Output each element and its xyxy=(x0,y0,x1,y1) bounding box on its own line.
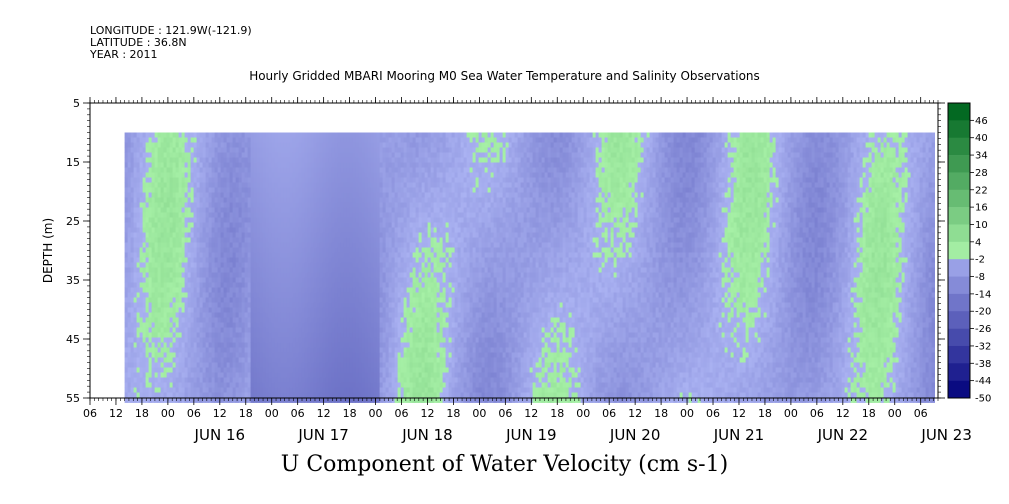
colorbar-label: -38 xyxy=(975,359,991,370)
longitude-label: LONGITUDE : 121.9W(-121.9) xyxy=(90,24,252,37)
x-tick-label: 18 xyxy=(550,407,564,420)
x-tick-label: 18 xyxy=(343,407,357,420)
x-tick-label: 00 xyxy=(576,407,590,420)
x-tick-label: 06 xyxy=(83,407,97,420)
colorbar-swatch xyxy=(948,380,970,399)
latitude-label: LATITUDE : 36.8N xyxy=(90,36,187,49)
colorbar-swatch xyxy=(948,293,970,312)
colorbar-label: -20 xyxy=(975,307,991,318)
x-tick-label: 12 xyxy=(213,407,227,420)
x-tick-label: 00 xyxy=(472,407,486,420)
colorbar-label: 16 xyxy=(975,203,988,214)
colorbar-swatch xyxy=(948,311,970,329)
colorbar-label: -44 xyxy=(975,376,991,387)
x-tick-label: 00 xyxy=(161,407,175,420)
colorbar-label: 46 xyxy=(975,116,988,127)
y-tick-label: 5 xyxy=(73,97,80,110)
x-tick-label: 18 xyxy=(862,407,876,420)
colorbar-label: -50 xyxy=(975,394,991,405)
x-tick-label: 06 xyxy=(498,407,512,420)
colorbar-swatch xyxy=(948,137,970,156)
x-day-label: JUN 16 xyxy=(194,426,245,444)
x-tick-label: 06 xyxy=(187,407,201,420)
colorbar-swatch xyxy=(948,259,970,277)
y-tick-label: 55 xyxy=(66,392,80,405)
colorbar-swatch xyxy=(948,155,970,173)
colorbar-swatch xyxy=(948,363,970,381)
colorbar-label: -2 xyxy=(975,255,985,266)
colorbar-label: -32 xyxy=(975,341,991,352)
colorbar-swatch xyxy=(948,172,970,191)
x-tick-label: 00 xyxy=(369,407,383,420)
x-day-label: JUN 22 xyxy=(817,426,868,444)
x-tick-label: 12 xyxy=(628,407,642,420)
x-day-label: JUN 19 xyxy=(505,426,556,444)
colorbar-swatch xyxy=(948,224,970,243)
x-tick-label: 12 xyxy=(836,407,850,420)
y-axis-label: DEPTH (m) xyxy=(41,218,55,283)
y-tick-label: 45 xyxy=(66,333,80,346)
x-day-label: JUN 18 xyxy=(401,426,452,444)
x-tick-label: 06 xyxy=(602,407,616,420)
x-tick-label: 18 xyxy=(135,407,149,420)
colorbar: 46 40 34 28 22 16 10 4 -2 -8 -14 -20 -26 -32 -38 -44 -50 xyxy=(947,102,991,405)
plot-area xyxy=(124,132,935,403)
y-tick-label: 25 xyxy=(66,215,80,228)
x-tick-label: 12 xyxy=(109,407,123,420)
axes: 06 12 18 00 06 12 18 00 06 12 18 00 06 12 18 00 06 12 18 00… xyxy=(41,97,972,444)
colorbar-swatch xyxy=(948,345,970,364)
y-tick-label: 15 xyxy=(66,156,80,169)
colorbar-label: -26 xyxy=(975,324,991,335)
x-tick-label: 06 xyxy=(395,407,409,420)
colorbar-label: 22 xyxy=(975,185,988,196)
colorbar-swatch xyxy=(948,207,970,225)
heatmap-cells xyxy=(124,132,935,403)
x-tick-label: 06 xyxy=(810,407,824,420)
colorbar-swatch xyxy=(948,328,970,347)
x-day-label: JUN 20 xyxy=(609,426,660,444)
x-tick-label: 00 xyxy=(784,407,798,420)
y-tick-label: 35 xyxy=(66,274,80,287)
x-tick-label: 06 xyxy=(291,407,305,420)
x-tick-label: 00 xyxy=(680,407,694,420)
colorbar-label: 28 xyxy=(975,168,988,179)
x-tick-label: 12 xyxy=(317,407,331,420)
colorbar-label: 40 xyxy=(975,133,988,144)
colorbar-label: -8 xyxy=(975,272,985,283)
colorbar-swatch xyxy=(948,241,970,260)
chart-title: Hourly Gridded MBARI Mooring M0 Sea Wate… xyxy=(249,69,760,83)
colorbar-label: 10 xyxy=(975,220,988,231)
colorbar-label: 4 xyxy=(975,237,981,248)
colorbar-swatch xyxy=(948,276,970,295)
x-tick-label: 06 xyxy=(706,407,720,420)
colorbar-label: -14 xyxy=(975,289,991,300)
heatmap-chart: 06 12 18 00 06 12 18 00 06 12 18 00 06 12 18 00 06 12 18 00… xyxy=(41,97,991,444)
x-tick-label: 12 xyxy=(732,407,746,420)
x-tick-label: 06 xyxy=(914,407,928,420)
colorbar-swatch xyxy=(948,120,970,139)
x-tick-label: 12 xyxy=(420,407,434,420)
colorbar-swatch xyxy=(948,189,970,208)
x-day-label: JUN 23 xyxy=(920,426,971,444)
x-tick-label: 18 xyxy=(654,407,668,420)
colorbar-label: 34 xyxy=(975,151,988,162)
x-tick-label: 00 xyxy=(888,407,902,420)
x-tick-label: 18 xyxy=(239,407,253,420)
x-tick-label: 12 xyxy=(524,407,538,420)
x-day-label: JUN 21 xyxy=(713,426,764,444)
colorbar-swatch xyxy=(948,103,970,121)
x-axis-label: U Component of Water Velocity (cm s-1) xyxy=(280,452,729,477)
x-tick-label: 18 xyxy=(758,407,772,420)
year-label: YEAR : 2011 xyxy=(90,48,158,61)
x-tick-label: 00 xyxy=(265,407,279,420)
x-tick-label: 18 xyxy=(446,407,460,420)
x-day-label: JUN 17 xyxy=(297,426,348,444)
